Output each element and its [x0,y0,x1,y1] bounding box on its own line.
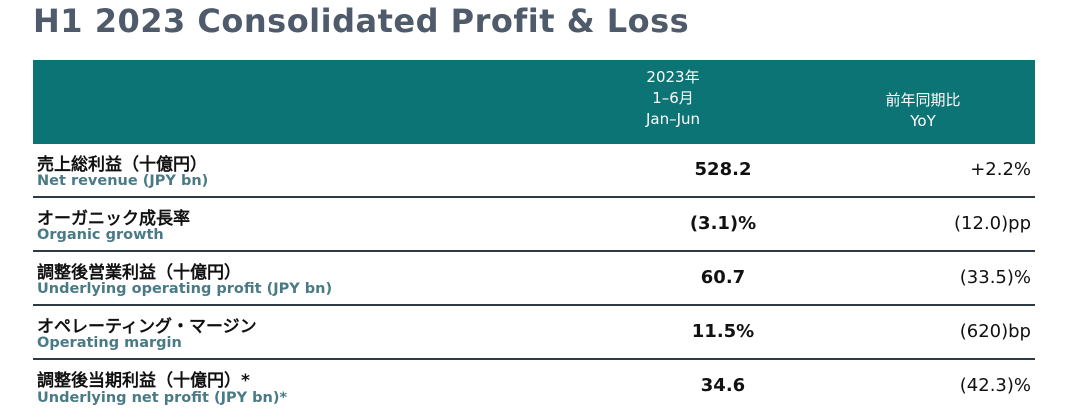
row-label-en: Organic growth [37,227,164,243]
row-label-en: Underlying net profit (JPY bn)* [37,390,288,406]
table-row-organic-growth: オーガニック成長率 Organic growth (3.1)% (12.0)pp [33,198,1035,252]
header-period-year: 2023年 [646,68,700,86]
row-label-jp: 売上総利益（十億円） [37,155,207,175]
row-value: 60.7 [700,267,746,288]
header-yoy-jp: 前年同期比 [885,91,961,109]
header-yoy: 前年同期比 YoY [808,90,1038,132]
header-period-months: 1–6月 [652,89,694,107]
row-label-en: Underlying operating profit (JPY bn) [37,281,333,297]
row-yoy: +2.2% [970,159,1031,180]
table-row-operating-margin: オペレーティング・マージン Operating margin 11.5% (62… [33,306,1035,360]
row-label-en: Operating margin [37,335,182,351]
table-row-net-profit: 調整後当期利益（十億円）* Underlying net profit (JPY… [33,360,1035,412]
header-yoy-en: YoY [910,112,936,130]
header-period: 2023年 1–6月 Jan–Jun [563,67,783,130]
page-title: H1 2023 Consolidated Profit & Loss [33,2,690,40]
pl-table: 2023年 1–6月 Jan–Jun 前年同期比 YoY 売上総利益（十億円） … [33,60,1035,412]
row-yoy: (620)bp [959,321,1031,342]
row-value: (3.1)% [689,213,757,234]
row-label-en: Net revenue (JPY bn) [37,173,209,189]
header-period-en: Jan–Jun [645,110,701,128]
row-label-jp: オペレーティング・マージン [37,317,257,337]
row-yoy: (33.5)% [959,267,1031,288]
row-yoy: (12.0)pp [954,213,1031,234]
row-value: 528.2 [694,159,752,180]
table-row-net-revenue: 売上総利益（十億円） Net revenue (JPY bn) 528.2 +2… [33,144,1035,198]
row-label-jp: オーガニック成長率 [37,209,190,229]
row-value: 11.5% [691,321,755,342]
row-label-jp: 調整後営業利益（十億円） [37,263,241,283]
table-row-operating-profit: 調整後営業利益（十億円） Underlying operating profit… [33,252,1035,306]
row-yoy: (42.3)% [959,375,1031,396]
row-value: 34.6 [700,375,746,396]
table-header: 2023年 1–6月 Jan–Jun 前年同期比 YoY [33,60,1035,144]
row-label-jp: 調整後当期利益（十億円）* [37,371,250,391]
